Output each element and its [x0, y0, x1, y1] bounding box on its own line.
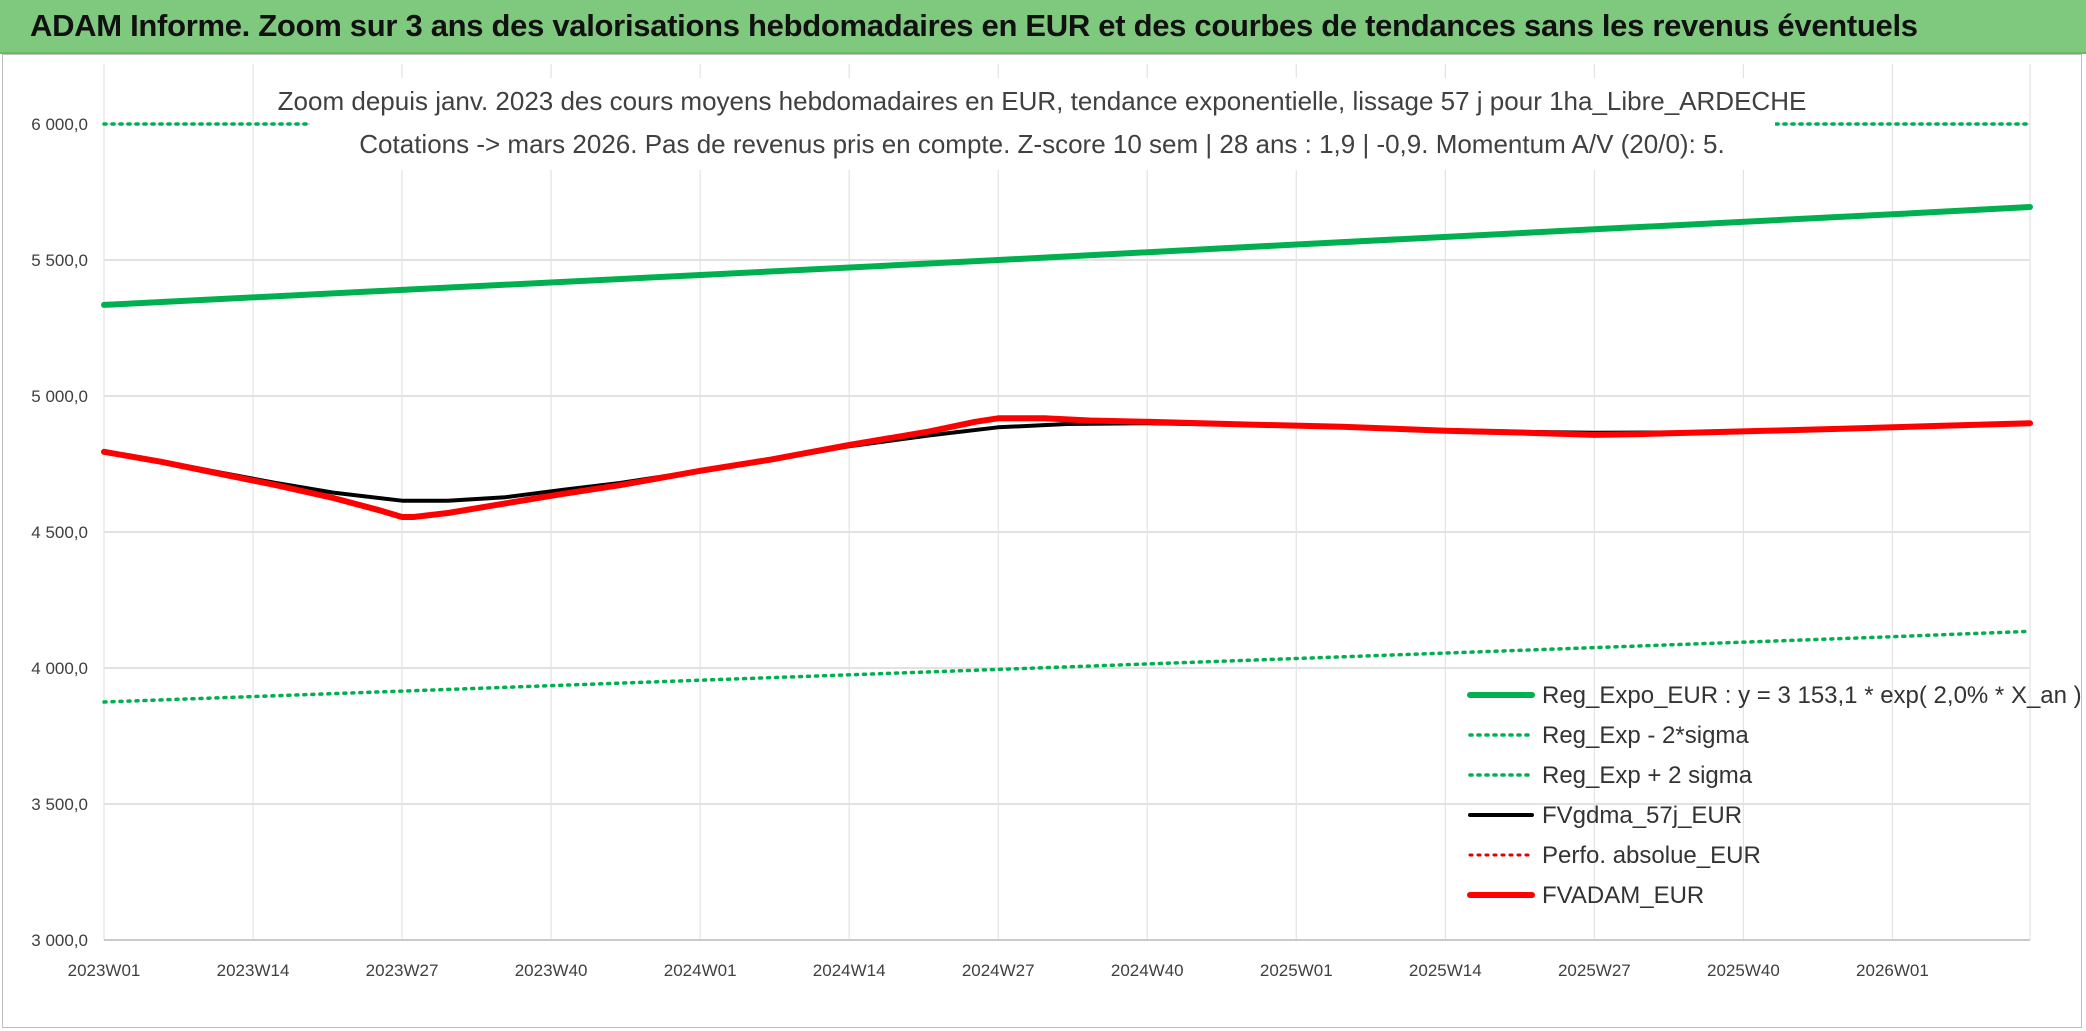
report-title: ADAM Informe. Zoom sur 3 ans des valoris… [30, 8, 1918, 43]
x-tick-label: 2025W01 [1260, 961, 1333, 980]
x-tick-label: 2023W14 [217, 961, 290, 980]
y-tick-label: 5 500,0 [31, 251, 88, 270]
chart-title-line-1: Zoom depuis janv. 2023 des cours moyens … [278, 86, 1807, 116]
x-tick-label: 2023W40 [515, 961, 588, 980]
title-background [310, 78, 1775, 170]
y-tick-label: 4 500,0 [31, 523, 88, 542]
legend-label: FVADAM_EUR [1542, 882, 1704, 909]
legend-label: Perfo. absolue_EUR [1542, 842, 1761, 869]
y-tick-label: 3 500,0 [31, 795, 88, 814]
series-line-5 [101, 415, 2033, 520]
series-lines [101, 122, 2033, 704]
legend-label: Reg_Expo_EUR : y = 3 153,1 * exp( 2,0% *… [1542, 682, 2082, 709]
x-tick-label: 2025W14 [1409, 961, 1482, 980]
x-tick-label: 2024W40 [1111, 961, 1184, 980]
legend: Reg_Expo_EUR : y = 3 153,1 * exp( 2,0% *… [1467, 682, 2082, 909]
x-tick-label: 2023W27 [366, 961, 439, 980]
legend-label: Reg_Exp - 2*sigma [1542, 722, 1749, 749]
series-line-0 [101, 204, 2033, 308]
x-tick-label: 2024W14 [813, 961, 886, 980]
x-tick-label: 2024W27 [962, 961, 1035, 980]
chart-title-line-2: Cotations -> mars 2026. Pas de revenus p… [359, 129, 1724, 159]
axes: 6 000,0 5 500,0 5 000,0 4 500,0 4 000,0 3 500… [31, 115, 2030, 980]
chart-frame [2, 54, 2082, 1028]
x-tick-label: 2025W27 [1558, 961, 1631, 980]
y-tick-label: 3 000,0 [31, 931, 88, 950]
y-tick-label: 6 000,0 [31, 115, 88, 134]
x-tick-label: 2024W01 [664, 961, 737, 980]
y-tick-label: 5 000,0 [31, 387, 88, 406]
report-banner: ADAM Informe. Zoom sur 3 ans des valoris… [0, 0, 2086, 54]
chart-title: Zoom depuis janv. 2023 des cours moyens … [278, 78, 1807, 170]
legend-label: FVgdma_57j_EUR [1542, 802, 1742, 829]
x-tick-label: 2023W01 [68, 961, 141, 980]
y-tick-label: 4 000,0 [31, 659, 88, 678]
series-line-3 [102, 421, 2032, 503]
x-tick-label: 2025W40 [1707, 961, 1780, 980]
x-tick-label: 2026W01 [1856, 961, 1929, 980]
legend-label: Reg_Exp + 2 sigma [1542, 762, 1753, 789]
